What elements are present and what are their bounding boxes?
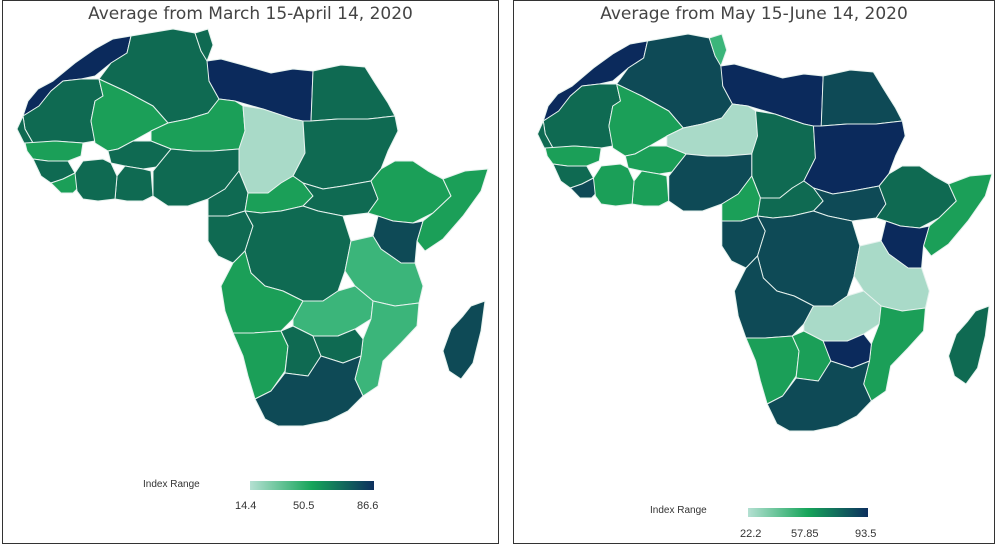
legend-max-label: 93.5: [855, 528, 877, 540]
country-regions: [16, 28, 489, 427]
region-somalia: [923, 173, 993, 257]
legend-gradient-bar: [250, 481, 374, 490]
region-south-africa: [766, 360, 872, 432]
legend-min-label: 22.2: [740, 528, 762, 540]
country-regions: [537, 33, 993, 432]
region-zambia: [292, 285, 374, 337]
region-south-africa: [254, 355, 364, 427]
map-title: Average from May 15-June 14, 2020: [600, 4, 908, 24]
region-senegal: [24, 140, 84, 162]
region-egypt: [820, 69, 903, 127]
legend-min-label: 14.4: [235, 500, 257, 512]
legend-max-label: 86.6: [357, 500, 379, 512]
map-panel-march-april: Average from March 15-April 14, 2020 Ind…: [2, 0, 499, 544]
region-senegal: [544, 145, 602, 167]
region-ghana: [114, 165, 154, 202]
region-tunisia: [708, 33, 728, 67]
africa-choropleth-map: [16, 28, 489, 427]
region-tunisia: [194, 28, 214, 62]
africa-choropleth-map: [537, 33, 993, 432]
region-madagascar: [948, 305, 990, 385]
legend-title: Index Range: [143, 479, 200, 490]
legend-gradient-bar: [748, 508, 868, 517]
legend-mid-label: 57.85: [791, 528, 819, 540]
region-cote-divoire: [592, 163, 635, 207]
region-cote-divoire: [74, 158, 118, 202]
legend-title: Index Range: [650, 505, 707, 516]
region-somalia: [416, 168, 489, 252]
region-zambia: [803, 290, 882, 342]
map-panel-may-june: Average from May 15-June 14, 2020 Index …: [513, 0, 995, 544]
legend: Index Range 14.4 50.5 86.6: [143, 479, 403, 521]
region-mauritania: [542, 83, 621, 149]
region-namibia: [745, 335, 800, 405]
legend-mid-label: 50.5: [293, 500, 315, 512]
region-ghana: [631, 170, 670, 207]
map-title: Average from March 15-April 14, 2020: [88, 4, 413, 24]
region-egypt: [310, 64, 396, 122]
legend: Index Range 22.2 57.85 93.5: [650, 504, 910, 543]
region-madagascar: [442, 300, 486, 380]
region-mauritania: [22, 78, 104, 144]
region-namibia: [232, 330, 289, 400]
